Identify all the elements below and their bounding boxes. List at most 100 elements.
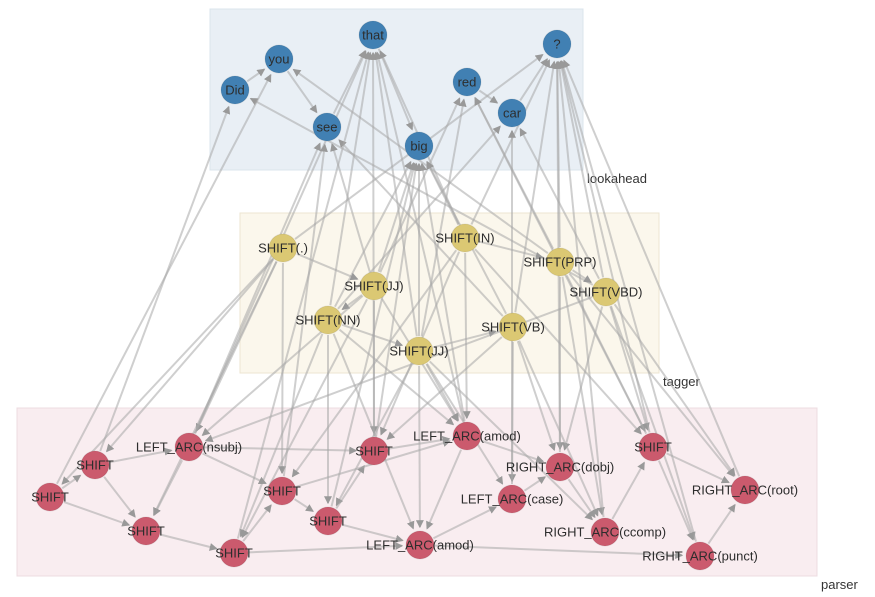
edge-p3-w3 (194, 142, 321, 434)
edge-p14-p12 (611, 461, 646, 520)
edge-t5-w7 (519, 127, 600, 280)
edge-p5-p16 (248, 542, 404, 554)
parser-node-LEFT_ARC(nsubj)[interactable] (174, 432, 204, 462)
parser-node-SHIFT[interactable] (313, 506, 343, 536)
tagger-node-SHIFT(IN)[interactable] (450, 223, 480, 253)
edge-w7-w8 (519, 58, 549, 101)
parser-node-RIGHT_ARC(dobj)[interactable] (545, 452, 575, 482)
tagger-node-SHIFT(JJ)[interactable] (359, 271, 389, 301)
edge-w2-w3 (286, 70, 318, 114)
edge-p2-w1 (99, 105, 231, 452)
parser-node-LEFT_ARC(amod)[interactable] (405, 530, 435, 560)
parser-node-SHIFT[interactable] (35, 482, 65, 512)
edge-p12-p13 (666, 452, 730, 484)
tagger-box (239, 212, 660, 374)
edge-t8-w6 (420, 98, 467, 337)
lookahead-node-that[interactable] (358, 20, 388, 50)
lookahead-node-?[interactable] (542, 29, 572, 59)
lookahead-node-see[interactable] (312, 112, 342, 142)
edge-w1-w2 (246, 68, 266, 83)
parser-node-SHIFT[interactable] (219, 538, 249, 568)
edge-p8-p9 (388, 435, 451, 450)
tagger-node-SHIFT(.)[interactable] (268, 233, 298, 263)
edge-t6-p5 (239, 333, 324, 538)
edge-t7-w8 (514, 60, 558, 313)
edge-p10-p14 (567, 478, 596, 519)
edge-p3-p6 (202, 452, 267, 485)
parser-node-SHIFT[interactable] (131, 516, 161, 546)
lookahead-node-red[interactable] (452, 67, 482, 97)
edge-t8-w4 (372, 51, 418, 337)
edge-t7-p10 (516, 340, 556, 452)
edge-p9-p10 (480, 439, 545, 463)
lookahead-node-Did[interactable] (220, 75, 250, 105)
parser-node-LEFT_ARC(amod)[interactable] (452, 421, 482, 451)
edge-t8-t7 (433, 329, 497, 349)
edge-p2-p4 (103, 476, 136, 518)
edge-t1-p1 (61, 258, 274, 485)
edge-p6-p7 (294, 498, 314, 513)
edge-t1-t3 (296, 252, 359, 281)
edge-t5-w8 (557, 60, 605, 278)
edge-t2-p9 (462, 252, 471, 420)
parser-node-SHIFT[interactable] (80, 450, 110, 480)
tagger-node-SHIFT(PRP)[interactable] (545, 247, 575, 277)
edge-t6-p9 (338, 328, 455, 426)
edge-p12-w8 (558, 60, 651, 433)
edge-t4-w2 (292, 68, 549, 255)
edge-p1-p2 (61, 474, 82, 490)
parser-node-SHIFT[interactable] (638, 432, 668, 462)
edge-p8-w4 (369, 51, 378, 437)
tagger-node-SHIFT(VB)[interactable] (498, 312, 528, 342)
tagger-node-SHIFT(VBD)[interactable] (591, 277, 621, 307)
edge-p1-p4 (63, 501, 131, 527)
edge-t5-p12 (609, 306, 650, 431)
parser-node-SHIFT[interactable] (267, 476, 297, 506)
parser-node-SHIFT[interactable] (359, 436, 389, 466)
edge-t3-p5 (241, 298, 368, 539)
edge-w6-w7 (478, 89, 499, 104)
lookahead-node-car[interactable] (497, 98, 527, 128)
edge-t5-p15 (610, 305, 696, 541)
edge-t4-p13 (568, 273, 735, 477)
edge-p3-p8 (203, 446, 358, 455)
tagger-node-SHIFT(JJ)[interactable] (404, 336, 434, 366)
lookahead-node-you[interactable] (264, 44, 294, 74)
edge-t8-p16 (415, 365, 424, 529)
edge-p14-w8 (555, 60, 605, 518)
edge-p6-w3 (282, 143, 328, 477)
lookahead-label: lookahead (587, 171, 647, 186)
edge-p8-w5 (375, 162, 420, 437)
edge-p7-p16 (342, 523, 404, 543)
edge-t8-p14 (429, 360, 593, 521)
edge-t5-p10 (562, 306, 604, 451)
edge-t8-p9 (425, 363, 460, 422)
edge-t2-p12 (474, 248, 642, 435)
edge-p9-w5 (419, 162, 466, 422)
tagger-node-SHIFT(NN)[interactable] (313, 305, 343, 335)
edge-t2-w8 (470, 59, 551, 225)
edge-p9-w4 (374, 51, 465, 422)
parser-node-RIGHT_ARC(root)[interactable] (730, 475, 760, 505)
edge-p16-p11 (432, 506, 497, 540)
edge-p9-p16 (426, 449, 462, 530)
edge-p11-p10 (523, 476, 547, 492)
edge-p12-p15 (658, 460, 694, 541)
edge-t1-p6 (278, 262, 287, 475)
edge-p13-w8 (562, 59, 741, 477)
edge-t4-t5 (572, 269, 592, 284)
edge-p15-p13 (707, 503, 736, 545)
edge-p16-p15 (434, 544, 684, 560)
parser-node-RIGHT_ARC(punct)[interactable] (685, 541, 715, 571)
edge-p5-p6 (242, 504, 272, 542)
edge-t6-w4 (329, 51, 374, 306)
lookahead-node-big[interactable] (404, 131, 434, 161)
parser-node-RIGHT_ARC(ccomp)[interactable] (590, 517, 620, 547)
parser-node-LEFT_ARC(case)[interactable] (497, 484, 527, 514)
edge-t7-p8 (386, 336, 503, 440)
edge-t1-p2 (106, 258, 274, 453)
edge-t7-w3 (338, 139, 504, 317)
edge-t4-p14 (561, 276, 605, 516)
